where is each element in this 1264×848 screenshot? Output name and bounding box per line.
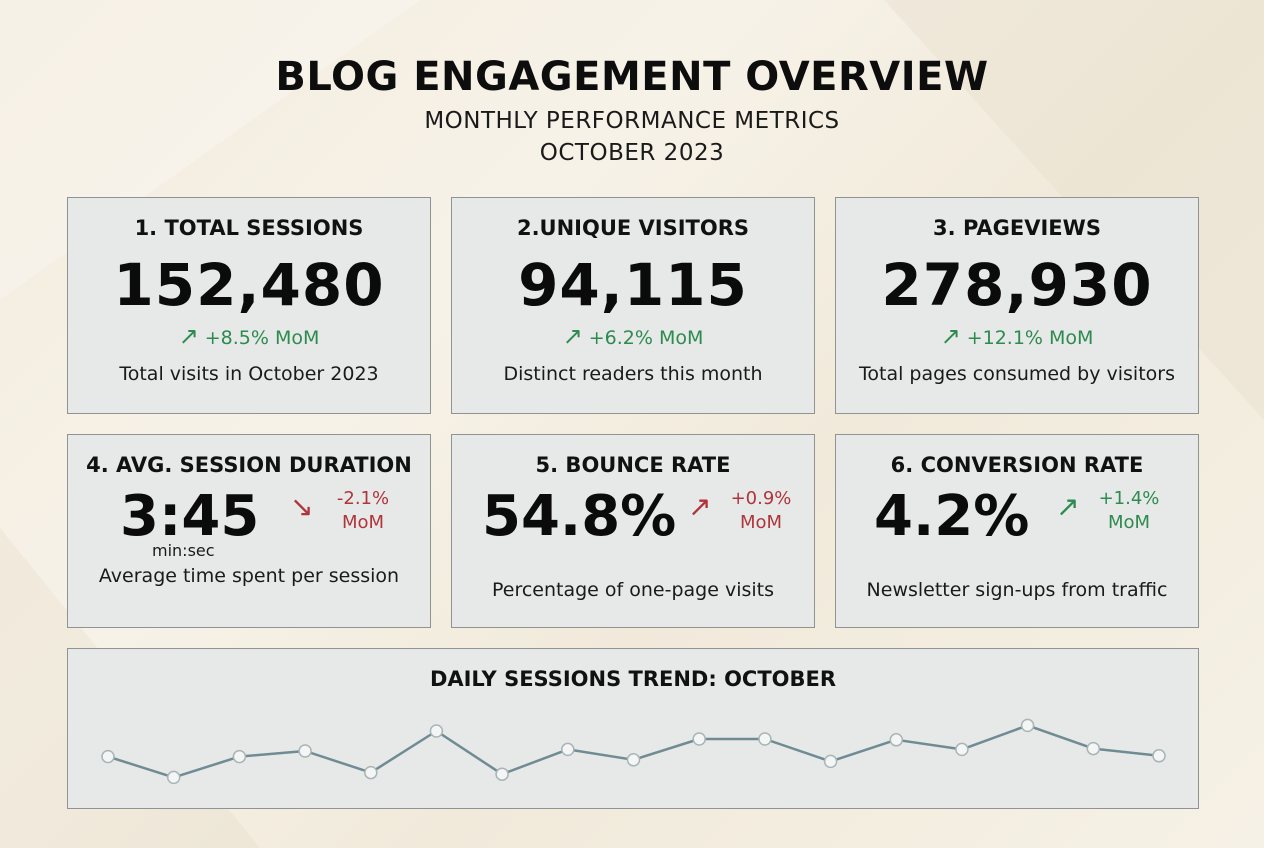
sessions-data-point: [364, 765, 378, 780]
metric-label: 4. AVG. SESSION DURATION: [86, 453, 412, 477]
metric-change-text: +12.1% MoM: [966, 327, 1094, 349]
metric-description: Average time spent per session: [98, 565, 400, 587]
metric-value: 94,115: [518, 251, 748, 319]
metric-change-text: MoM: [1107, 512, 1151, 533]
trend-chart-title: DAILY SESSIONS TREND: OCTOBER: [429, 667, 837, 691]
sessions-data-point: [1152, 749, 1166, 763]
sessions-data-point: [1020, 718, 1035, 733]
arrow-up-right-icon: ↗: [562, 322, 583, 350]
metric-card-pageviews: 3. PAGEVIEWS 278,930 ↗ +12.1% MoM Total p…: [835, 197, 1199, 414]
metric-label: 5. BOUNCE RATE: [535, 453, 731, 477]
metric-card-total-sessions: 1. TOTAL SESSIONS 152,480 ↗ +8.5% MoM Tot…: [67, 197, 431, 414]
metric-change: ↗ +6.2% MoM: [452, 322, 814, 352]
metric-value: 278,930: [881, 251, 1153, 319]
metric-description: Percentage of one-page visits: [491, 579, 775, 601]
arrow-up-right-icon: ↗: [688, 490, 712, 523]
metric-change: ↗ +12.1% MoM: [836, 322, 1198, 352]
metric-card-conversion-rate: 6. CONVERSION RATE 4.2% ↗ +1.4% MoM News…: [835, 434, 1199, 628]
metric-value: 54.8%: [482, 484, 677, 549]
metric-label: 6. CONVERSION RATE: [890, 453, 1144, 477]
metric-value: 152,480: [113, 251, 385, 319]
metric-change-text: -2.1%: [336, 488, 390, 509]
sessions-data-point: [626, 753, 641, 767]
page-title: BLOG ENGAGEMENT OVERVIEW: [275, 54, 989, 100]
metric-unit: min:sec: [152, 541, 215, 560]
page-subtitle: MONTHLY PERFORMANCE METRICS: [424, 108, 840, 134]
metric-label: 2.UNIQUE VISITORS: [516, 216, 750, 240]
arrow-up-right-icon: ↗: [940, 322, 961, 350]
metric-description: Total visits in October 2023: [119, 363, 379, 385]
report-period: OCTOBER 2023: [539, 140, 725, 166]
daily-sessions-trend-card: DAILY SESSIONS TREND: OCTOBER: [67, 648, 1199, 809]
sessions-data-point: [495, 767, 509, 781]
metric-change-text: +1.4%: [1098, 488, 1160, 509]
metric-card-bounce-rate: 5. BOUNCE RATE 54.8% ↗ +0.9% MoM Percent…: [451, 434, 815, 628]
sessions-data-point: [166, 770, 181, 785]
metric-card-avg-session-duration: 4. AVG. SESSION DURATION 3:45 min:sec ↘ …: [67, 434, 431, 628]
metric-label: 1. TOTAL SESSIONS: [134, 216, 364, 240]
metric-description: Distinct readers this month: [503, 363, 763, 385]
metric-change-text: MoM: [341, 512, 385, 533]
sessions-data-point: [101, 749, 115, 764]
arrow-up-right-icon: ↗: [178, 322, 199, 350]
metric-value: 3:45: [120, 484, 260, 549]
sessions-data-point: [1086, 741, 1101, 756]
dashboard-header: BLOG ENGAGEMENT OVERVIEW MONTHLY PERFORM…: [0, 54, 1264, 170]
sessions-data-point: [232, 749, 247, 764]
metric-change-text: MoM: [739, 512, 783, 533]
metric-change-text: +8.5% MoM: [204, 327, 320, 349]
sessions-data-point: [561, 742, 575, 757]
metric-card-unique-visitors: 2.UNIQUE VISITORS 94,115 ↗ +6.2% MoM Dist…: [451, 197, 815, 414]
sessions-data-point: [955, 742, 969, 757]
metric-description: Total pages consumed by visitors: [859, 363, 1175, 385]
sessions-data-point: [298, 744, 312, 758]
sessions-series-line: [107, 724, 1160, 779]
metric-change: ↗ +0.9% MoM: [688, 487, 798, 535]
sessions-data-point: [889, 733, 904, 747]
metric-change: ↘ -2.1% MoM: [290, 487, 400, 535]
sessions-data-point: [823, 754, 838, 769]
sessions-data-point: [429, 724, 444, 738]
sessions-data-point: [758, 732, 772, 746]
metric-value: 4.2%: [874, 484, 1030, 549]
metric-description: Newsletter sign-ups from traffic: [866, 579, 1168, 601]
metric-label: 3. PAGEVIEWS: [933, 216, 1101, 240]
arrow-down-right-icon: ↘: [290, 490, 314, 523]
daily-sessions-line-chart: [101, 718, 1166, 785]
arrow-up-right-icon: ↗: [1056, 490, 1080, 523]
sessions-data-point: [692, 732, 706, 746]
metric-change: ↗ +1.4% MoM: [1056, 487, 1166, 535]
metric-change: ↗ +8.5% MoM: [68, 322, 430, 352]
metric-change-text: +6.2% MoM: [588, 327, 704, 349]
metric-change-text: +0.9%: [730, 488, 792, 509]
